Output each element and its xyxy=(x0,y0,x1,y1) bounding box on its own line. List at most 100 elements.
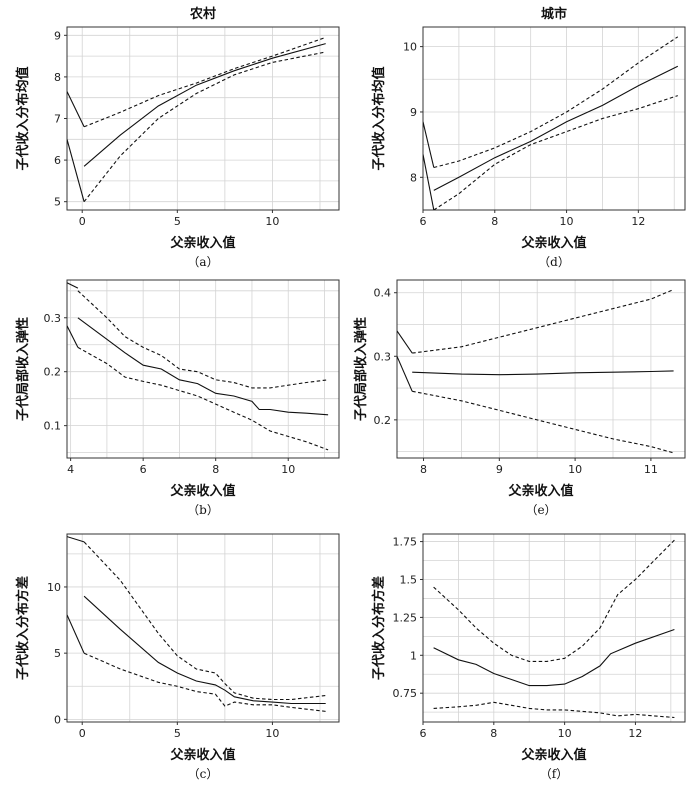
series-estimate xyxy=(77,317,329,416)
plot-frame xyxy=(66,279,340,459)
x-tick-label: 8 xyxy=(490,727,497,740)
x-tick-label: 6 xyxy=(420,727,427,740)
chart-title: 城市 xyxy=(541,6,567,22)
y-tick-label: 0.1 xyxy=(44,420,62,433)
series-left-upper xyxy=(67,536,85,543)
chart-caption: （f） xyxy=(540,767,568,781)
series-upper xyxy=(83,541,326,701)
x-tick-label: 6 xyxy=(420,215,427,228)
y-tick-label: 10 xyxy=(403,41,417,54)
series-upper xyxy=(412,288,674,354)
x-tick-label: 12 xyxy=(631,215,645,228)
chart-caption: （c） xyxy=(188,767,219,781)
y-axis-label: 子代收入分布方差 xyxy=(15,576,31,680)
series-left-upper xyxy=(67,282,79,289)
y-tick-label: 5 xyxy=(54,647,61,660)
series-lower xyxy=(77,346,329,451)
x-tick-label: 10 xyxy=(568,463,582,476)
x-axis-label: 父亲收入值 xyxy=(169,747,235,763)
y-tick-label: 0.3 xyxy=(44,312,62,325)
x-tick-label: 10 xyxy=(558,727,572,740)
y-tick-label: 7 xyxy=(54,113,61,126)
y-axis-label: 子代收入分布均值 xyxy=(371,66,387,170)
series-upper xyxy=(77,290,329,389)
y-tick-label: 1 xyxy=(410,649,417,662)
series-upper xyxy=(433,36,679,169)
plot-frame xyxy=(422,26,686,211)
chart-caption: （e） xyxy=(525,503,556,517)
x-tick-label: 10 xyxy=(265,215,279,228)
series-left-lower xyxy=(67,139,85,202)
y-tick-label: 0.4 xyxy=(374,287,392,300)
series-lower xyxy=(412,390,674,454)
series-estimate xyxy=(433,65,679,191)
series-estimate xyxy=(433,628,675,687)
series-upper xyxy=(83,36,326,128)
y-axis-label: 子代收入分布方差 xyxy=(371,576,387,680)
y-tick-label: 1.75 xyxy=(393,536,418,549)
y-tick-label: 8 xyxy=(410,171,417,184)
chart-caption: （d） xyxy=(538,255,570,269)
series-left-upper xyxy=(423,121,435,168)
chart-title: 农村 xyxy=(189,6,216,22)
y-tick-label: 10 xyxy=(47,581,61,594)
chart-caption: （b） xyxy=(187,503,219,517)
series-left-lower xyxy=(397,356,413,392)
y-axis-label: 子代收入分布均值 xyxy=(15,66,31,170)
chart-e: 8 9 10 11 0.2 0.3 0.4 父亲收入值 （e） 子代局部收入弹性 xyxy=(353,279,686,517)
series-lower xyxy=(83,652,326,712)
x-tick-label: 10 xyxy=(560,215,574,228)
y-axis-label: 子代局部收入弹性 xyxy=(353,317,369,421)
plot-frame xyxy=(66,533,340,723)
series-estimate xyxy=(83,595,326,705)
y-tick-label: 1.25 xyxy=(393,611,418,624)
series-lower xyxy=(433,95,678,210)
x-axis-label: 父亲收入值 xyxy=(169,483,235,499)
y-tick-label: 0.75 xyxy=(393,687,418,700)
series-left-lower xyxy=(67,614,85,654)
series-left-lower xyxy=(67,325,79,348)
x-tick-label: 12 xyxy=(628,727,642,740)
x-axis-label: 父亲收入值 xyxy=(520,747,586,763)
series-lower xyxy=(83,51,326,203)
x-axis-label: 父亲收入值 xyxy=(169,235,235,251)
y-tick-label: 0 xyxy=(54,713,61,726)
x-tick-label: 10 xyxy=(281,463,295,476)
y-tick-label: 9 xyxy=(54,29,61,42)
x-tick-label: 8 xyxy=(420,463,427,476)
y-axis-label: 子代局部收入弹性 xyxy=(15,317,31,421)
series-upper xyxy=(433,539,675,662)
chart-b: 4 6 8 10 0.1 0.2 0.3 父亲收入值 （b） 子代局部收入弹性 xyxy=(15,279,340,517)
series-left-upper xyxy=(397,330,413,354)
y-tick-label: 8 xyxy=(54,71,61,84)
x-tick-label: 5 xyxy=(174,727,181,740)
x-tick-label: 5 xyxy=(174,215,181,228)
series-left-upper xyxy=(67,91,85,128)
x-axis-label: 父亲收入值 xyxy=(507,483,573,499)
x-axis-label: 父亲收入值 xyxy=(520,235,586,251)
series-left-lower xyxy=(423,154,435,210)
x-tick-label: 0 xyxy=(79,727,86,740)
chart-c: 0 5 10 0 5 10 父亲收入值 （c） 子代收入分布方差 xyxy=(15,533,340,781)
chart-f: 6 8 10 12 0.75 1 1.25 1.5 1.75 父亲收入值 （f） 子代收入分布方差 xyxy=(371,533,686,781)
x-tick-label: 8 xyxy=(491,215,498,228)
x-tick-label: 11 xyxy=(644,463,658,476)
y-tick-label: 0.3 xyxy=(374,350,392,363)
y-tick-label: 5 xyxy=(54,196,61,209)
x-tick-label: 10 xyxy=(265,727,279,740)
y-tick-label: 0.2 xyxy=(44,366,62,379)
y-tick-label: 6 xyxy=(54,154,61,167)
series-lower xyxy=(433,701,675,719)
x-tick-label: 8 xyxy=(212,463,219,476)
chart-caption: （a） xyxy=(187,255,218,269)
x-tick-label: 9 xyxy=(496,463,503,476)
y-tick-label: 0.2 xyxy=(374,414,392,427)
plot-frame xyxy=(396,279,686,459)
x-tick-label: 6 xyxy=(140,463,147,476)
x-tick-label: 4 xyxy=(67,463,74,476)
y-tick-label: 9 xyxy=(410,106,417,119)
